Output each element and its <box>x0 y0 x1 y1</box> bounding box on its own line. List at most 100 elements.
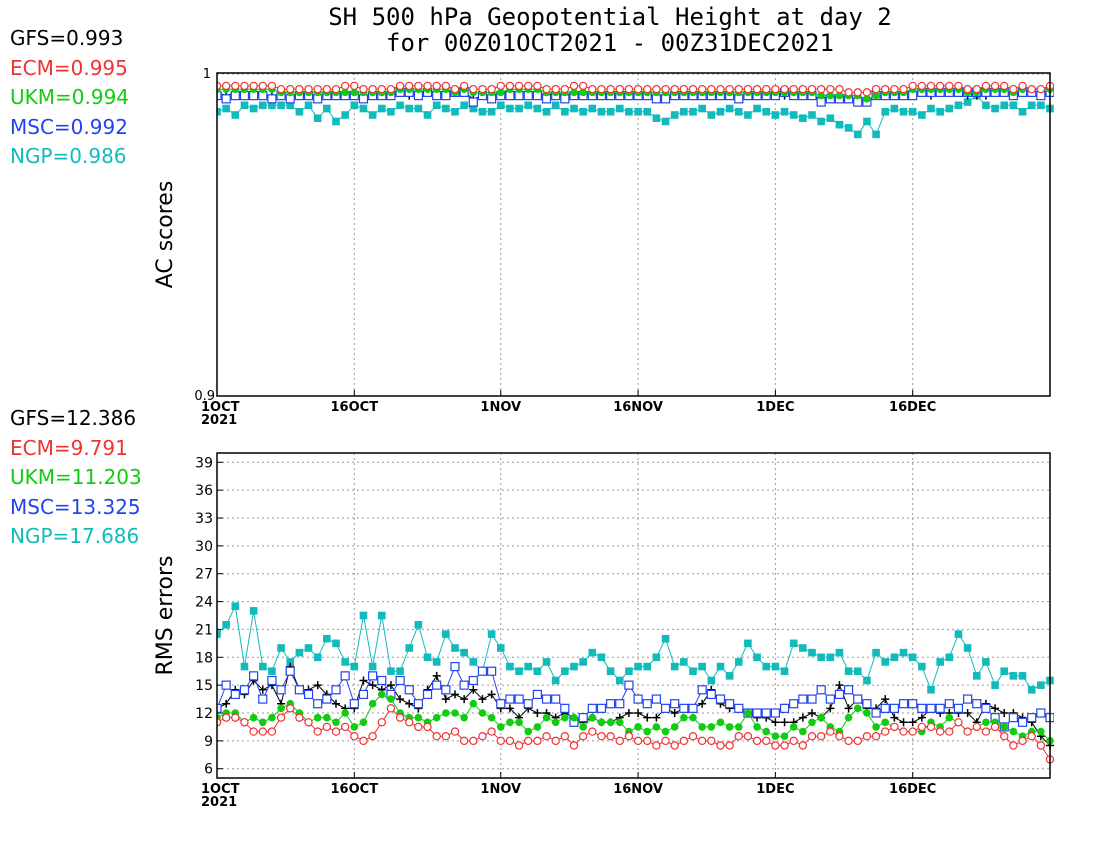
data-point <box>249 713 258 722</box>
data-point <box>899 727 908 736</box>
data-point <box>707 676 716 685</box>
data-point <box>899 648 908 657</box>
data-point <box>313 727 322 736</box>
x-tick-label: 16OCT <box>331 400 379 415</box>
data-point <box>1018 672 1027 680</box>
data-point <box>688 732 698 741</box>
data-point <box>423 653 432 662</box>
data-point <box>826 84 835 94</box>
data-point <box>661 727 670 736</box>
data-point <box>240 101 249 110</box>
data-point <box>276 713 286 722</box>
legend-entry-ukm: UKM=11.203 <box>10 465 142 489</box>
data-point <box>258 718 267 727</box>
data-point <box>1000 81 1009 91</box>
data-point <box>285 666 295 676</box>
data-point <box>560 703 570 713</box>
data-point <box>441 81 451 91</box>
x-tick-label: 16DEC <box>889 782 936 797</box>
data-point <box>359 718 368 727</box>
data-point <box>561 667 569 676</box>
data-point <box>496 644 505 652</box>
data-point <box>779 703 790 713</box>
data-point <box>451 709 459 717</box>
data-point <box>350 101 359 110</box>
data-point <box>744 709 752 717</box>
data-point <box>432 81 441 91</box>
data-point <box>478 709 487 717</box>
x-tick-label: 1NOV <box>480 782 521 797</box>
data-point <box>459 736 469 746</box>
data-point <box>899 107 908 116</box>
data-point <box>323 713 331 722</box>
data-point <box>762 736 771 746</box>
data-point <box>743 732 753 741</box>
data-point <box>1000 101 1009 110</box>
data-point <box>981 81 991 91</box>
data-point <box>541 694 552 704</box>
data-point <box>221 81 231 91</box>
data-point <box>844 713 853 722</box>
data-point <box>496 88 505 97</box>
data-point <box>542 713 551 722</box>
data-point <box>954 718 963 727</box>
data-point <box>633 84 643 94</box>
data-point <box>1009 101 1018 110</box>
legend-entry-ukm: UKM=0.994 <box>10 85 130 109</box>
data-point <box>249 104 258 113</box>
data-point <box>569 741 579 750</box>
data-point <box>624 732 634 741</box>
data-point <box>276 84 286 94</box>
data-point <box>368 84 377 94</box>
data-point <box>295 713 304 722</box>
data-point <box>304 644 313 652</box>
x-tick-label: 2021 <box>201 413 237 428</box>
data-point <box>624 709 633 717</box>
data-point <box>359 676 368 685</box>
data-point <box>835 84 844 94</box>
data-point <box>871 84 881 94</box>
data-point <box>872 130 880 139</box>
data-point <box>799 727 807 736</box>
data-point <box>258 101 267 110</box>
data-point <box>615 676 624 685</box>
data-point <box>689 667 697 676</box>
data-point <box>670 84 679 94</box>
data-point <box>396 667 404 676</box>
data-point <box>496 736 505 746</box>
chart-title-line-1: SH 500 hPa Geopotential Height at day 2 <box>328 3 892 31</box>
data-point <box>808 111 816 119</box>
data-point <box>240 718 249 727</box>
data-point <box>533 723 542 731</box>
data-point <box>863 709 871 717</box>
data-point <box>926 722 936 732</box>
chart-title-line-2: for 00Z01OCT2021 - 00Z31DEC2021 <box>386 29 834 57</box>
data-point <box>542 107 551 116</box>
data-point <box>542 84 551 94</box>
data-point <box>524 101 533 110</box>
data-point <box>1027 84 1036 94</box>
data-point <box>1037 681 1045 689</box>
data-point <box>404 685 414 695</box>
data-point <box>542 732 551 741</box>
x-tick-label: 16DEC <box>889 400 936 415</box>
data-point <box>340 671 350 681</box>
data-point <box>387 107 395 116</box>
data-point <box>460 713 468 722</box>
data-point <box>597 732 606 741</box>
data-point <box>579 88 587 97</box>
data-point <box>872 91 880 100</box>
data-point <box>413 699 423 709</box>
data-point <box>551 84 560 94</box>
data-point <box>862 88 872 97</box>
data-point <box>1009 672 1018 680</box>
data-point <box>853 704 862 713</box>
data-point <box>606 699 616 709</box>
data-point <box>249 727 258 736</box>
data-point <box>752 84 762 94</box>
data-point <box>350 81 359 91</box>
data-point <box>1009 741 1018 750</box>
data-point <box>578 81 588 91</box>
data-point <box>908 727 917 736</box>
